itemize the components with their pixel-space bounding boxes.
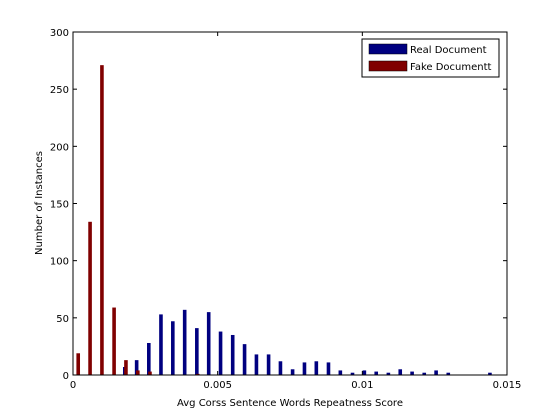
x-tick-label-2: 0.01 xyxy=(351,380,373,391)
bar-real-14 xyxy=(290,369,295,375)
legend-swatch-real xyxy=(368,43,408,55)
bar-fake-1 xyxy=(88,221,92,375)
x-tick-label-0: 0 xyxy=(70,380,76,391)
bar-fake-7 xyxy=(195,373,200,375)
bar-fake-4 xyxy=(124,360,128,375)
bar-fake-6 xyxy=(148,371,152,375)
y-tick-label-1: 50 xyxy=(56,314,69,325)
bar-real-24 xyxy=(410,371,414,375)
y-tick-label-5: 250 xyxy=(50,85,69,96)
bar-real-3 xyxy=(159,314,163,375)
bar-fake-0 xyxy=(76,353,81,375)
bar-real-16 xyxy=(314,361,319,375)
bar-real-6 xyxy=(195,328,199,375)
x-tick-label-3: 0.015 xyxy=(493,380,522,391)
y-tick-label-3: 150 xyxy=(50,200,69,211)
bar-real-10 xyxy=(242,344,247,375)
y-tick-label-6: 300 xyxy=(50,28,69,39)
y-tick-label-0: 0 xyxy=(63,371,69,382)
y-tick-label-4: 200 xyxy=(50,142,69,153)
bar-real-19 xyxy=(350,372,355,375)
bar-real-7 xyxy=(206,312,211,375)
bar-real-18 xyxy=(338,370,343,375)
bar-real-17 xyxy=(326,362,331,375)
bar-fake-3 xyxy=(112,307,116,375)
legend: Real Document Fake Documentt xyxy=(361,38,500,78)
bar-real-27 xyxy=(446,372,451,375)
bar-real-11 xyxy=(254,354,259,375)
bar-real-12 xyxy=(266,354,271,375)
bar-real-15 xyxy=(302,362,307,375)
bar-real-4 xyxy=(171,321,175,375)
legend-swatch-fake xyxy=(368,60,408,72)
bars-layer xyxy=(76,65,492,375)
bar-real-1 xyxy=(134,360,139,375)
bar-real-26 xyxy=(434,370,438,375)
bar-real-2 xyxy=(147,342,151,375)
plot-frame xyxy=(72,31,508,376)
bar-real-21 xyxy=(374,371,379,375)
legend-label-real: Real Document xyxy=(410,45,487,56)
bar-real-9 xyxy=(230,334,235,375)
bar-real-5 xyxy=(182,309,187,375)
bar-real-8 xyxy=(218,331,223,375)
bar-real-23 xyxy=(398,369,403,375)
bar-real-13 xyxy=(278,361,283,375)
bar-real-20 xyxy=(362,370,367,375)
bar-fake-5 xyxy=(136,370,140,375)
plot-area xyxy=(73,32,507,375)
x-axis-label: Avg Corss Sentence Words Repeatness Scor… xyxy=(177,398,403,409)
legend-label-fake: Fake Documentt xyxy=(410,62,492,73)
bar-real-28 xyxy=(488,372,492,375)
bar-fake-2 xyxy=(100,65,104,375)
bar-real-25 xyxy=(422,372,427,375)
bar-real-22 xyxy=(386,372,391,375)
y-axis-label: Number of Instances xyxy=(34,151,45,255)
x-tick-label-1: 0.005 xyxy=(203,380,232,391)
y-tick-label-2: 100 xyxy=(50,257,69,268)
